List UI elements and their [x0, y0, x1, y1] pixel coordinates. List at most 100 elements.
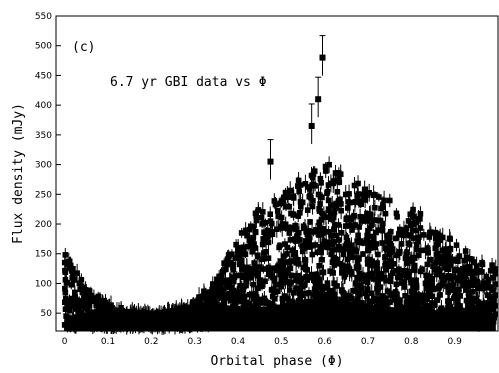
data-point	[384, 288, 391, 294]
data-point	[292, 236, 298, 242]
data-point	[477, 300, 483, 307]
data-point	[334, 256, 341, 263]
data-point	[108, 302, 114, 308]
data-point	[277, 200, 283, 207]
data-point	[357, 213, 363, 220]
data-point	[133, 312, 139, 319]
data-point	[359, 218, 366, 224]
data-point	[447, 236, 453, 242]
data-point	[165, 308, 172, 315]
data-point	[427, 285, 434, 292]
data-point	[293, 226, 300, 232]
x-tick-label: 0.5	[274, 337, 288, 347]
data-point	[295, 257, 301, 263]
data-point	[316, 208, 323, 214]
data-point	[490, 275, 496, 281]
data-point	[286, 230, 293, 236]
data-point	[404, 270, 411, 276]
data-point	[350, 287, 356, 294]
data-point	[331, 254, 337, 261]
data-point	[249, 248, 255, 255]
data-point	[297, 237, 303, 243]
data-point	[184, 305, 191, 312]
data-point	[261, 250, 267, 256]
data-point	[330, 287, 336, 294]
data-point	[474, 285, 481, 292]
data-point	[404, 249, 410, 255]
data-point	[331, 178, 337, 184]
data-point	[410, 304, 417, 311]
data-point	[388, 263, 395, 269]
data-point	[436, 259, 442, 265]
data-point	[445, 298, 451, 304]
data-point	[410, 288, 417, 294]
data-point	[344, 238, 351, 244]
data-point	[223, 305, 229, 311]
data-point	[446, 287, 453, 294]
data-point	[380, 204, 386, 210]
data-point	[317, 229, 323, 235]
data-point	[239, 263, 245, 270]
data-point	[64, 261, 71, 268]
data-point	[327, 291, 333, 298]
data-point	[437, 232, 443, 239]
data-point	[299, 248, 306, 255]
data-point	[428, 256, 434, 263]
data-point	[308, 242, 315, 249]
data-point	[455, 305, 462, 312]
data-point	[454, 267, 461, 273]
data-point	[388, 292, 394, 298]
data-point	[178, 307, 185, 313]
data-point	[200, 308, 206, 315]
data-point	[275, 288, 281, 295]
y-tick-label: 550	[35, 12, 52, 22]
data-point	[282, 276, 289, 283]
data-point	[423, 272, 429, 279]
data-point	[298, 276, 305, 282]
data-point	[219, 268, 226, 275]
data-point	[319, 256, 325, 263]
y-tick-label: 450	[35, 71, 52, 81]
x-tick-label: 0.4	[231, 337, 246, 347]
data-point	[303, 229, 310, 235]
data-point	[317, 175, 324, 182]
data-point	[255, 252, 261, 259]
data-point	[224, 256, 231, 263]
data-point	[462, 279, 469, 286]
data-point	[128, 311, 134, 317]
data-point	[212, 290, 219, 297]
data-point	[358, 282, 364, 289]
data-point	[419, 292, 426, 299]
data-point	[430, 263, 436, 269]
data-point	[333, 204, 340, 210]
data-point	[470, 289, 476, 295]
data-point	[240, 296, 247, 303]
data-point	[362, 214, 369, 220]
data-point	[433, 251, 440, 257]
data-point	[189, 307, 196, 314]
x-tick-label: 0.6	[318, 337, 333, 347]
data-point	[436, 268, 443, 274]
data-point	[416, 234, 422, 241]
data-point	[206, 289, 213, 295]
data-point	[294, 272, 300, 279]
data-point	[235, 293, 241, 300]
data-point	[481, 281, 487, 287]
data-point	[288, 272, 295, 279]
data-point	[421, 296, 428, 302]
data-point	[309, 274, 315, 281]
data-point	[316, 263, 322, 269]
data-point	[82, 289, 89, 295]
data-point	[342, 191, 349, 198]
data-point	[410, 235, 416, 241]
data-point	[290, 225, 297, 232]
data-point	[338, 229, 345, 236]
data-point	[376, 194, 382, 200]
data-point	[402, 255, 409, 261]
chart-annotation: 6.7 yr GBI data vs Φ	[110, 75, 267, 90]
data-point	[261, 229, 267, 236]
data-point	[80, 298, 86, 305]
data-point	[378, 271, 385, 277]
data-point	[408, 258, 415, 265]
y-tick-label: 400	[35, 101, 52, 111]
